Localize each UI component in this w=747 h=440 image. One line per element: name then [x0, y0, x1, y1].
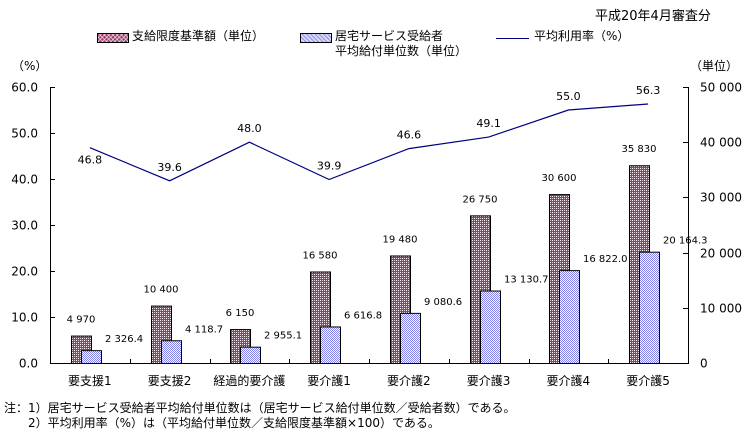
bar-average: [400, 312, 421, 365]
bar-average: [240, 346, 261, 364]
bar-average: [559, 270, 580, 364]
right-tick-label: 20 000: [700, 247, 742, 261]
rate-value-label: 46.6: [397, 129, 422, 142]
rate-line: [89, 103, 649, 182]
bar-average-value-label: 16 822.0: [583, 254, 628, 265]
legend-swatch-limit: [97, 33, 129, 43]
legend-label-limit: 支給限度基準額（単位）: [132, 29, 265, 43]
bar-limit-value-label: 30 600: [542, 173, 577, 184]
bar-average-value-label: 13 130.7: [504, 275, 549, 286]
left-tick-label: 40.0: [11, 173, 38, 187]
bar-average-value-label: 2 326.4: [105, 334, 143, 345]
right-tick-label: 10 000: [700, 302, 742, 316]
rate-value-label: 55.0: [556, 90, 581, 103]
left-axis-label: （%）: [12, 59, 48, 73]
category-label: 要支援2: [148, 374, 192, 388]
left-tick-label: 30.0: [11, 219, 38, 233]
right-axis-label: （単位）: [690, 59, 739, 73]
rate-value-label: 39.9: [317, 159, 342, 172]
rate-value-label: 46.8: [78, 154, 103, 167]
bar-limit-value-label: 6 150: [226, 308, 255, 319]
chart-subtitle: 平成20年4月審査分: [595, 9, 711, 24]
bar-average: [81, 350, 102, 364]
left-tick-label: 10.0: [11, 311, 38, 325]
right-tick-label: 50 000: [700, 81, 742, 95]
bar-average-value-label: 9 080.6: [424, 297, 462, 308]
bar-average-value-label: 20 164.3: [663, 236, 708, 247]
legend-label-rate: 平均利用率（%）: [534, 29, 630, 43]
right-tick-label: 40 000: [700, 136, 742, 150]
left-tick-label: 60.0: [11, 81, 38, 95]
category-label: 要支援1: [68, 374, 112, 388]
legend-swatch-average: [300, 33, 332, 43]
category-label: 要介護1: [307, 373, 351, 388]
category-label: 要介護2: [387, 373, 431, 388]
right-tick-label: 0: [700, 357, 708, 371]
right-tick-label: 30 000: [700, 191, 742, 205]
category-label: 要介護5: [626, 373, 670, 388]
rate-value-label: 39.6: [157, 161, 182, 174]
rate-value-label: 49.1: [476, 117, 501, 130]
left-tick-label: 0.0: [19, 357, 38, 371]
bar-limit-value-label: 4 970: [67, 315, 96, 326]
legend-label-average-line1: 居宅サービス受給者: [335, 29, 444, 43]
left-tick-label: 50.0: [11, 127, 38, 141]
footnote-1: 注：1）居宅サービス受給者平均給付単位数は（居宅サービス給付単位数／受給者数）で…: [4, 401, 516, 415]
left-tick-label: 20.0: [11, 265, 38, 279]
bar-limit-value-label: 35 830: [622, 144, 657, 155]
legend-swatch-rate: [496, 38, 529, 39]
bar-limit-value-label: 16 580: [303, 250, 338, 261]
bar-limit-value-label: 26 750: [463, 194, 498, 205]
rate-value-label: 48.0: [237, 122, 262, 135]
category-label: 経過的要介護: [213, 373, 285, 388]
footnote-2: 2）平均利用率（%）は（平均給付単位数／支給限度基準額×100）である。: [4, 416, 440, 430]
bar-average-value-label: 4 118.7: [185, 324, 223, 335]
rate-value-label: 56.3: [636, 84, 661, 97]
bar-average: [480, 290, 501, 364]
bar-limit-value-label: 10 400: [144, 285, 179, 296]
category-label: 要介護4: [547, 373, 591, 388]
legend-label-average-line2: 平均給付単位数（単位）: [335, 44, 468, 58]
bar-average: [161, 340, 182, 364]
bar-limit-value-label: 19 480: [383, 234, 418, 245]
bar-average-value-label: 6 616.8: [344, 310, 382, 321]
category-label: 要介護3: [467, 373, 511, 388]
bar-average-value-label: 2 955.1: [264, 331, 302, 342]
bar-average: [639, 251, 660, 365]
bar-average: [320, 326, 341, 364]
